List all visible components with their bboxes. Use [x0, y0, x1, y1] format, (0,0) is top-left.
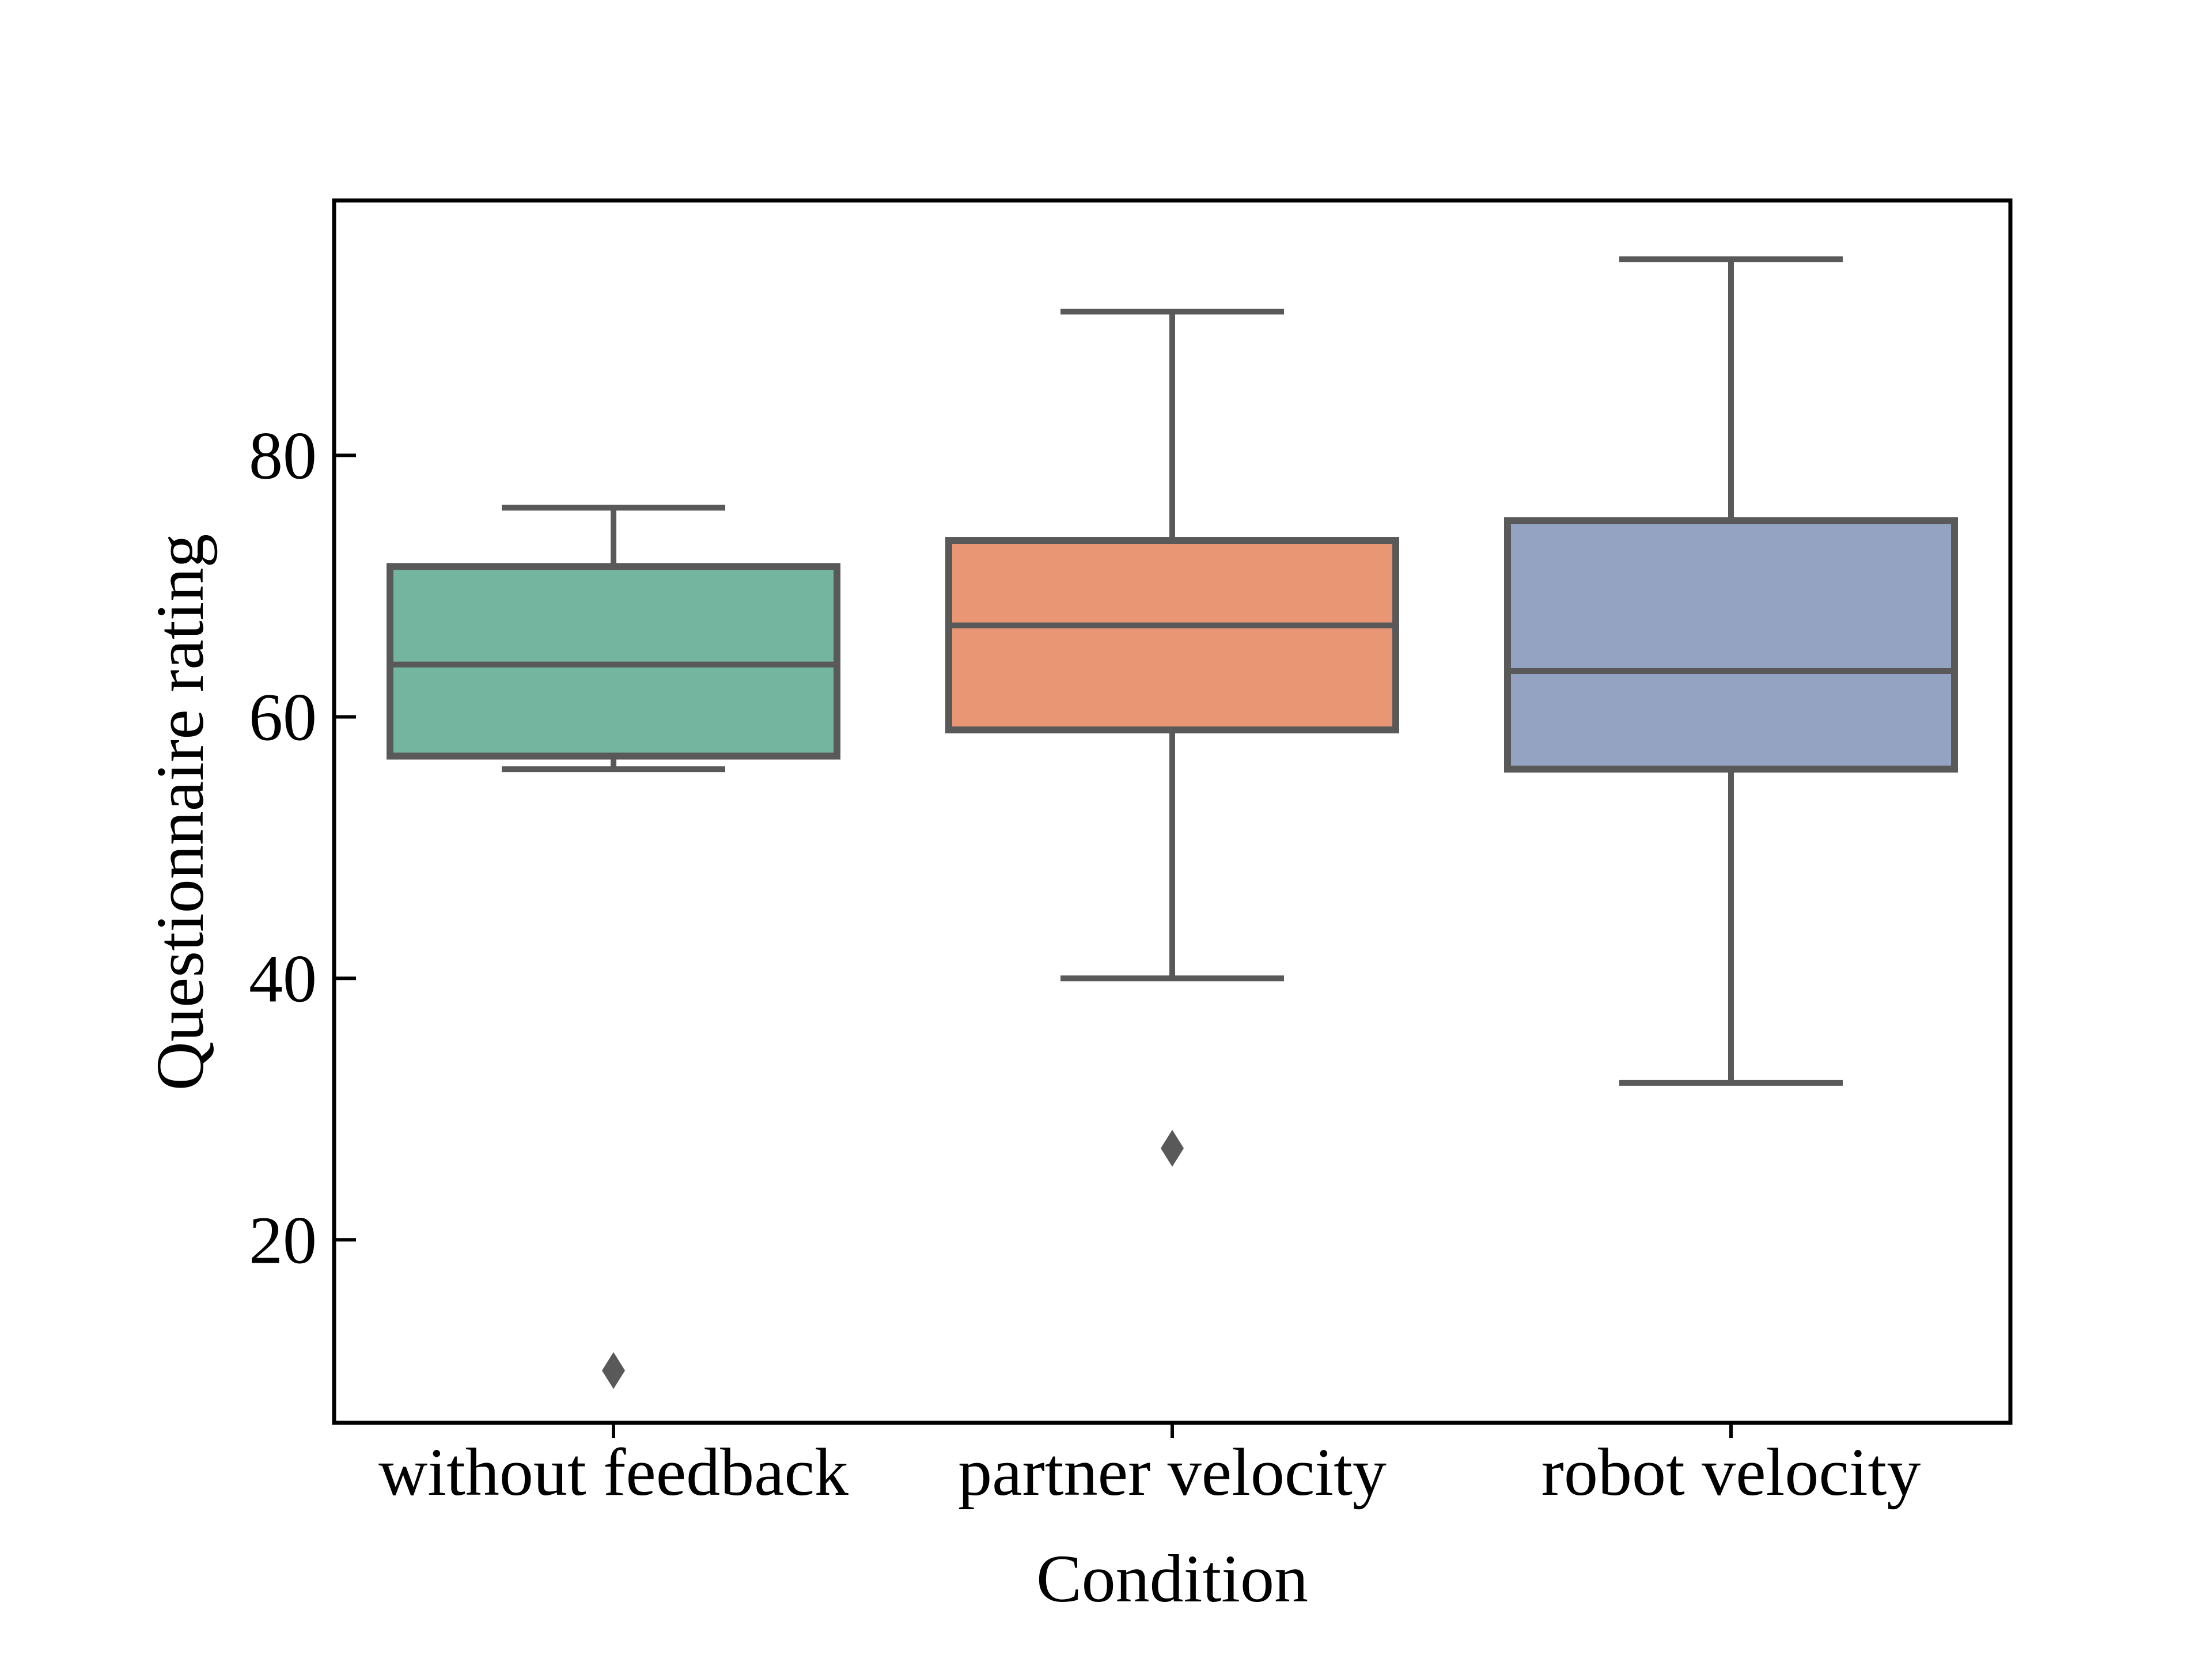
x-axis-label: Condition — [1036, 1541, 1308, 1616]
box-group — [1504, 256, 1958, 1086]
ticks-layer: 20 40 60 80 without feedback partner velocity… — [249, 418, 1921, 1510]
outlier-marker — [602, 1352, 625, 1389]
box-group — [387, 505, 840, 1389]
y-tick-label: 80 — [249, 418, 317, 494]
x-tick-label: robot velocity — [1541, 1434, 1921, 1510]
y-tick-label: 40 — [249, 941, 317, 1016]
boxes-layer — [387, 256, 1958, 1389]
y-axis-label: Questionnaire rating — [142, 534, 218, 1091]
y-tick-label: 60 — [249, 679, 317, 755]
iqr-box — [945, 537, 1399, 734]
iqr-box — [1504, 517, 1958, 773]
x-tick-label: without feedback — [378, 1434, 849, 1510]
x-tick-label: partner velocity — [958, 1434, 1387, 1510]
plot-frame — [332, 198, 2013, 1425]
box-group — [945, 308, 1399, 1167]
outlier-marker — [1161, 1130, 1184, 1167]
y-tick-label: 20 — [249, 1202, 317, 1278]
iqr-box — [387, 563, 840, 760]
